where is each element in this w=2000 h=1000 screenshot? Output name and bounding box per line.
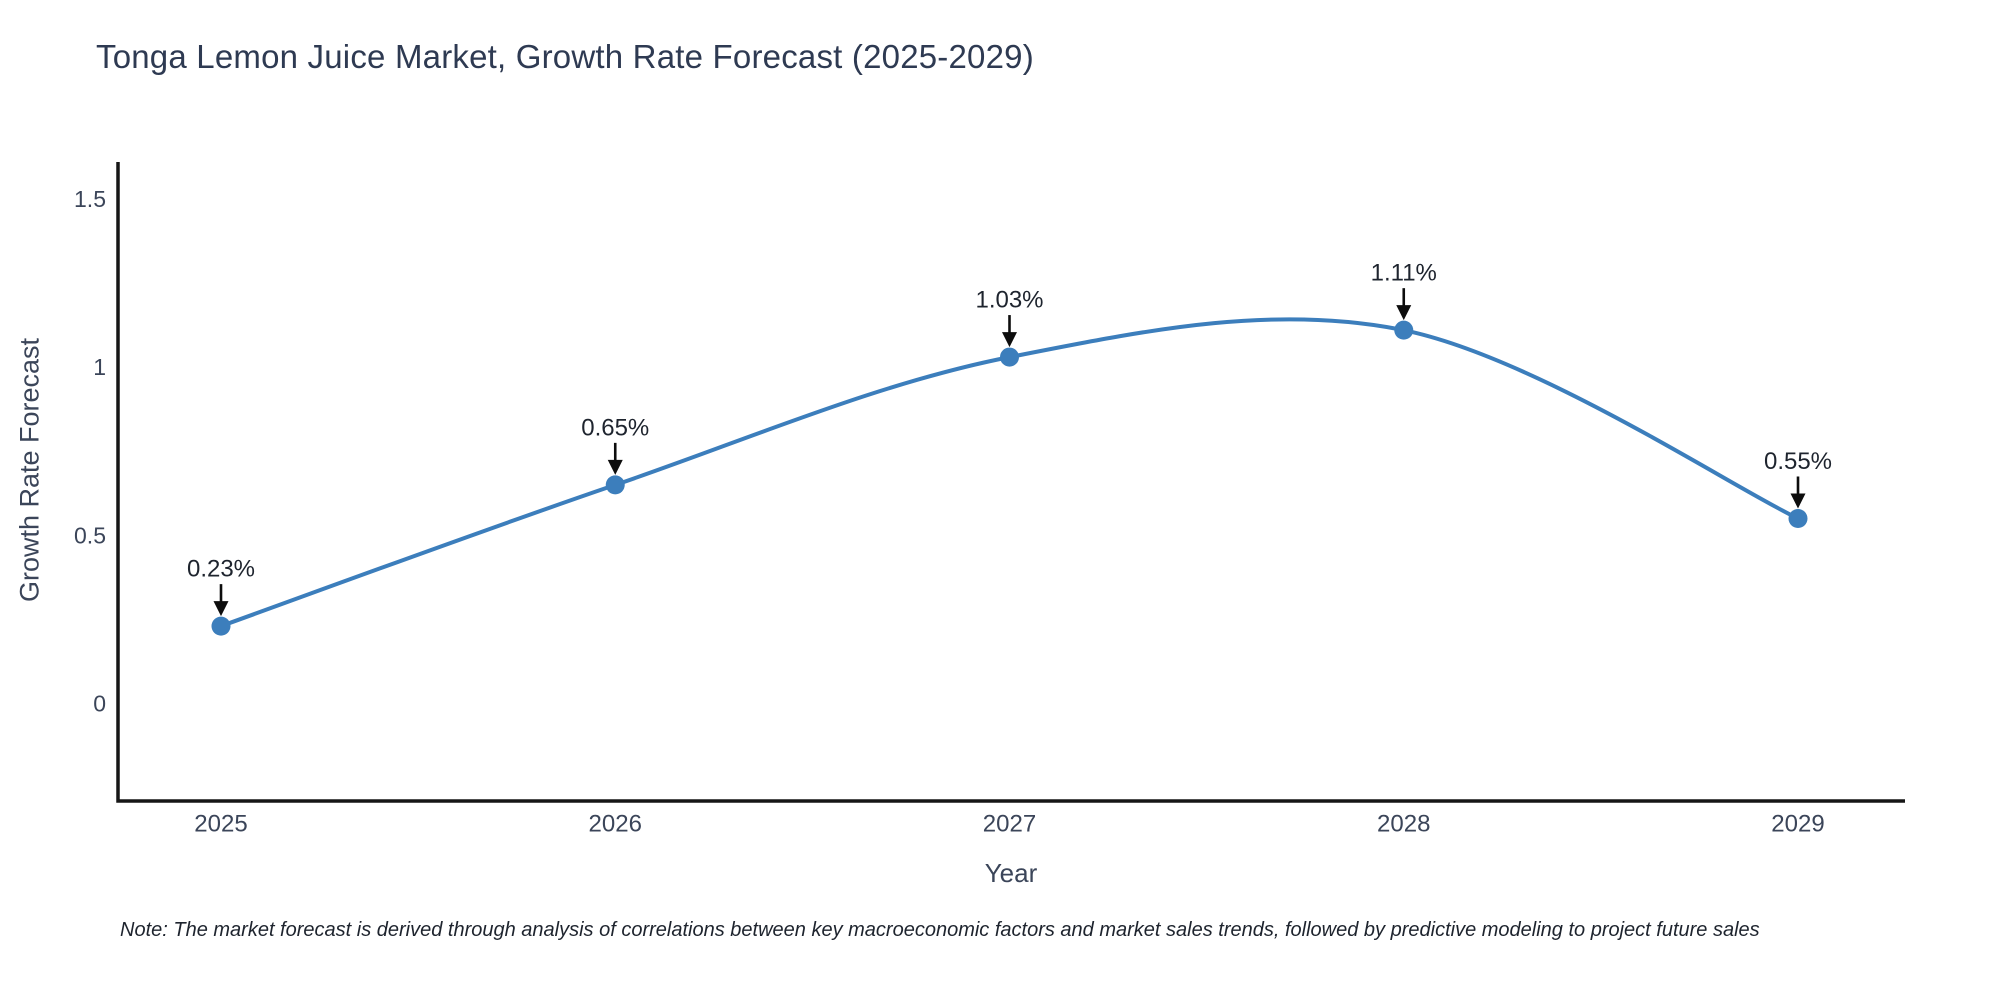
annotation-arrowhead: [1002, 332, 1017, 348]
annotation-arrowhead: [607, 459, 623, 475]
x-tick-label: 2028: [1377, 811, 1430, 838]
x-axis-title: Year: [984, 858, 1038, 888]
x-tick-label: 2026: [589, 811, 642, 838]
y-tick-label: 1: [93, 354, 106, 380]
annotation-label: 0.55%: [1764, 448, 1832, 475]
data-point-marker: [211, 616, 231, 636]
data-point-marker: [605, 475, 625, 495]
y-tick-label: 1.5: [74, 186, 106, 212]
annotation-label: 1.03%: [975, 287, 1043, 314]
annotation-label: 0.65%: [581, 414, 649, 441]
annotation-label: 1.11%: [1371, 260, 1437, 287]
annotation-arrowhead: [1790, 493, 1806, 509]
chart-title: Tonga Lemon Juice Market, Growth Rate Fo…: [96, 38, 1034, 75]
data-point-marker: [1000, 347, 1019, 367]
x-tick-label: 2029: [1771, 811, 1824, 838]
y-tick-label: 0: [93, 690, 106, 716]
axis-lines: [116, 162, 1905, 803]
data-point-marker: [1788, 508, 1808, 528]
x-tick-label: 2027: [983, 811, 1036, 838]
annotation-arrowhead: [213, 601, 229, 617]
annotation-arrowhead: [1396, 305, 1412, 321]
footnote: Note: The market forecast is derived thr…: [120, 919, 1760, 941]
data-point-marker: [1394, 320, 1414, 340]
x-tick-label: 2025: [194, 811, 247, 838]
annotation-label: 0.23%: [187, 556, 255, 583]
y-tick-label: 0.5: [74, 522, 106, 548]
